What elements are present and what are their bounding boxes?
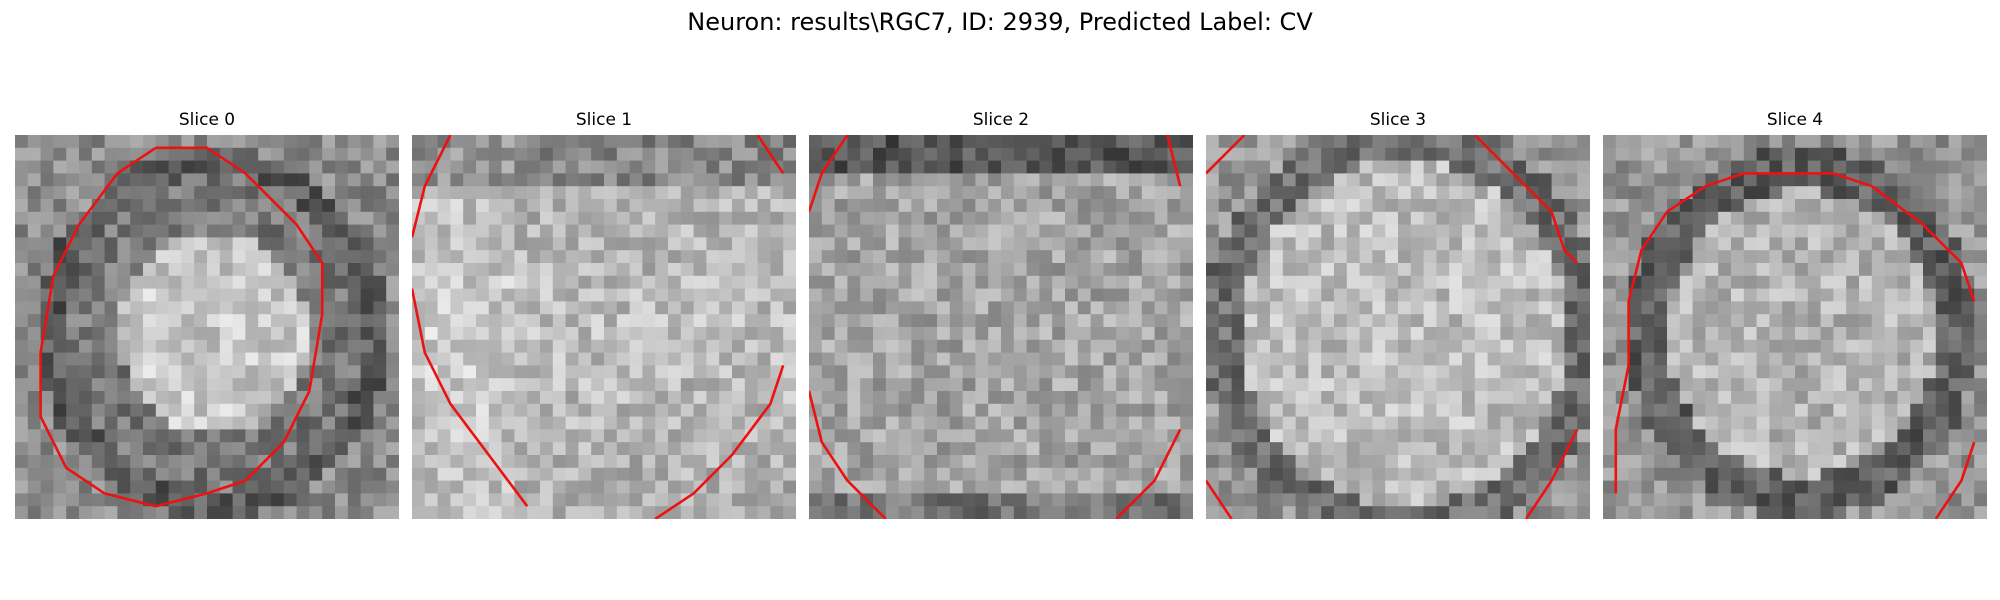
segmentation-contour <box>1614 172 1976 494</box>
slice-title: Slice 0 <box>178 110 236 130</box>
slice-title: Slice 3 <box>1369 110 1427 130</box>
slice-image <box>412 135 796 519</box>
slice-title: Slice 2 <box>972 110 1030 130</box>
figure-title: Neuron: results\RGC7, ID: 2939, Predicte… <box>687 8 1313 36</box>
segmentation-contour <box>1115 428 1182 519</box>
segmentation-contour <box>1524 428 1579 519</box>
slice-title: Slice 4 <box>1766 110 1824 130</box>
segmentation-contour <box>412 135 452 238</box>
segmentation-contour <box>1166 135 1182 187</box>
slice-image <box>1603 135 1987 519</box>
segmentation-contour <box>1473 135 1579 264</box>
slice-title: Slice 1 <box>575 110 633 130</box>
segmentation-contour <box>1206 135 1246 175</box>
segmentation-contour <box>1206 479 1233 519</box>
segmentation-contour <box>412 288 529 507</box>
segmentation-contour <box>809 135 849 213</box>
slice-image <box>15 135 399 519</box>
segmentation-contour <box>39 146 324 508</box>
segmentation-contour <box>654 364 785 519</box>
segmentation-contour <box>809 390 887 519</box>
slice-image <box>809 135 1193 519</box>
segmentation-contour <box>756 135 785 175</box>
slice-image <box>1206 135 1590 519</box>
segmentation-contour <box>1934 441 1976 519</box>
